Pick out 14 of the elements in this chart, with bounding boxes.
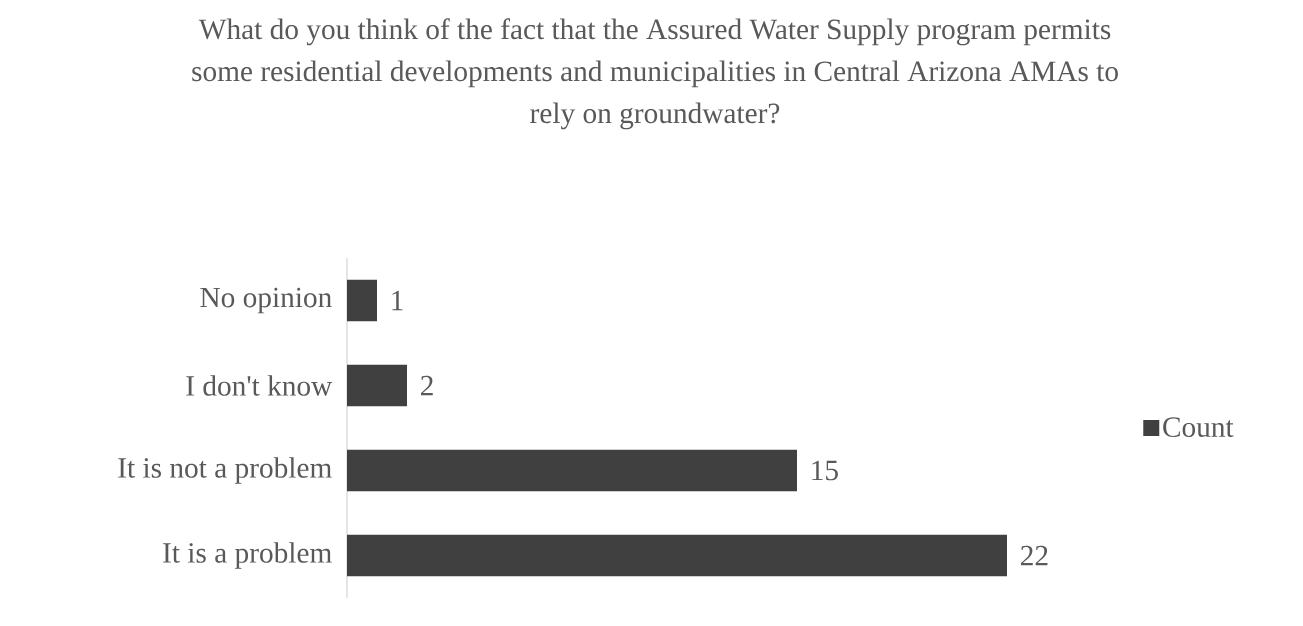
data-label: 22 xyxy=(1021,545,1048,566)
y-tick-label: It is a problem xyxy=(163,542,332,569)
data-label: 15 xyxy=(812,460,838,481)
bar xyxy=(347,364,407,407)
y-tick-label: No opinion xyxy=(200,287,332,314)
chart-title: What do you think of the fact that the Assured Water Supply program permits some residential developments and municipalities in Central Arizona AMAs to rely on groundwater? xyxy=(192,18,1118,130)
legend-label: Count xyxy=(1163,417,1234,438)
bar xyxy=(347,534,1007,577)
y-tick-label: It is not a problem xyxy=(118,457,332,484)
bar xyxy=(347,449,797,492)
data-label: 1 xyxy=(392,290,403,311)
y-tick-label: I don't know xyxy=(186,375,333,396)
data-label: 2 xyxy=(421,375,433,396)
bar xyxy=(347,279,377,322)
